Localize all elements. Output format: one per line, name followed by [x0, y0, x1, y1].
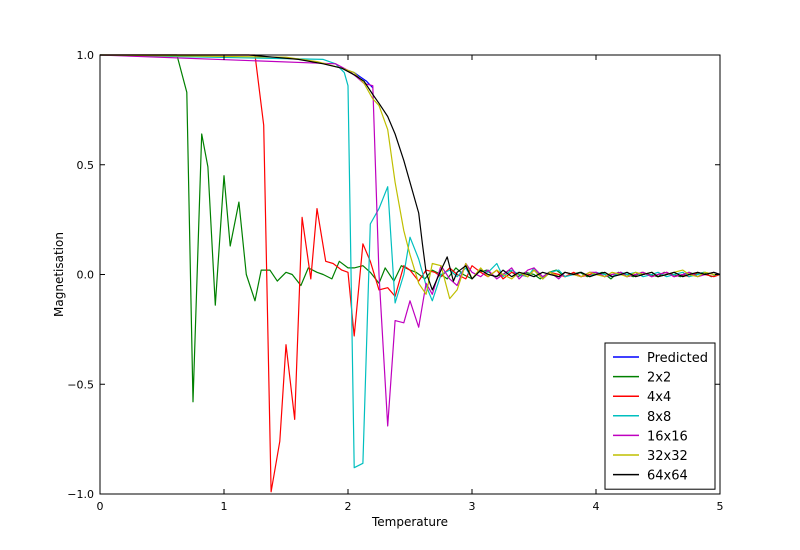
- series-line-6: [100, 54, 721, 291]
- x-tick-label: 2: [345, 500, 352, 513]
- legend: Predicted 2x2 4x4 8x8 16x16 32x32 64x64: [604, 342, 716, 490]
- legend-label-0: Predicted: [647, 351, 708, 366]
- legend-label-1: 2x2: [647, 371, 671, 386]
- x-axis-label: Temperature: [371, 515, 448, 529]
- y-axis-label: Magnetisation: [52, 232, 66, 317]
- x-tick-label: 0: [97, 500, 104, 513]
- y-tick-label: 0.5: [77, 159, 95, 172]
- legend-label-3: 8x8: [647, 410, 671, 425]
- x-tick-label: 5: [717, 500, 724, 513]
- y-tick-label: −1.0: [67, 488, 94, 501]
- legend-label-6: 64x64: [647, 469, 688, 484]
- legend-label-2: 4x4: [647, 390, 671, 405]
- x-tick-label: 4: [593, 500, 600, 513]
- x-tick-label: 3: [469, 500, 476, 513]
- legend-label-5: 32x32: [647, 449, 688, 464]
- y-tick-label: 0.0: [77, 269, 95, 282]
- legend-label-4: 16x16: [647, 429, 688, 444]
- axis-ticks: 0 1 2 3 4 5 −1.0 −0.5 0.0 0.5 1.0: [67, 49, 723, 513]
- series-layer: [99, 54, 721, 493]
- x-tick-label: 1: [221, 500, 228, 513]
- y-tick-label: −0.5: [67, 378, 94, 391]
- y-tick-label: 1.0: [77, 49, 95, 62]
